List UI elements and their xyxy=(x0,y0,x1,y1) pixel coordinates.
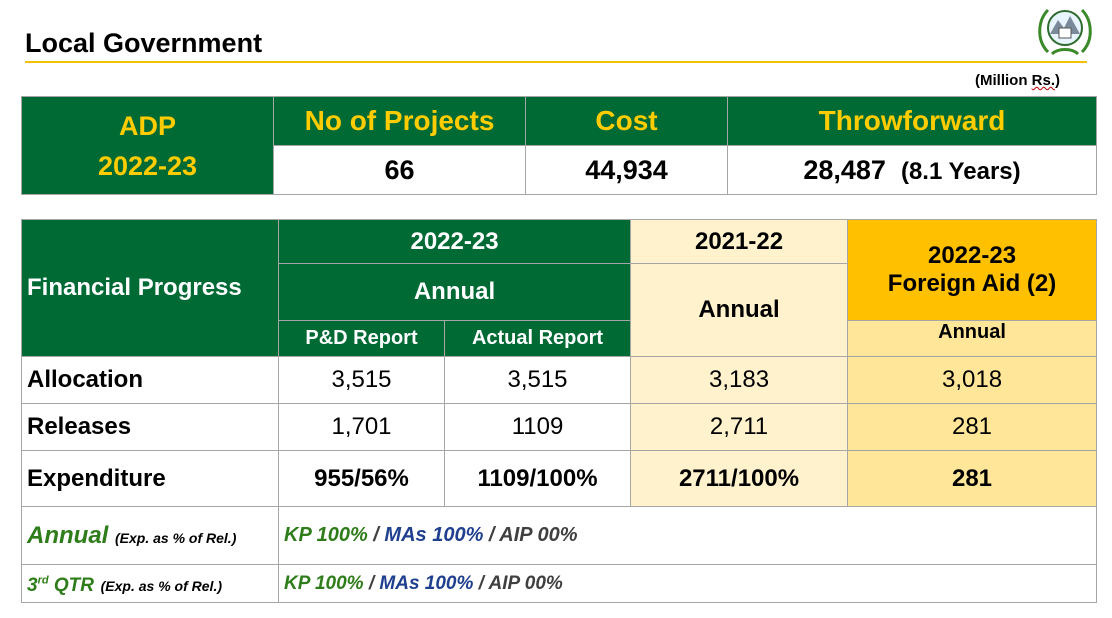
quarter-row: 3rd QTR (Exp. as % of Rel.) KP 100% / MA… xyxy=(21,564,1098,603)
foreign-annual-header: Annual xyxy=(847,320,1098,357)
page-title: Local Government xyxy=(25,28,263,58)
pd-value: 955/56% xyxy=(278,450,445,507)
annual-row: Annual (Exp. as % of Rel.) KP 100% / MAs… xyxy=(21,506,1098,565)
actual-report-header: Actual Report xyxy=(443,320,632,357)
table-row: Expenditure 955/56% 1109/100% 2711/100% … xyxy=(21,450,1098,507)
throwforward-header: Throwforward xyxy=(727,96,1097,146)
units-word: Rs. xyxy=(1031,72,1055,89)
units-close: ) xyxy=(1055,72,1060,89)
units-open: (Million xyxy=(975,72,1032,89)
pd-report-header: P&D Report xyxy=(278,320,445,357)
table-row: Releases 1,701 1109 2,711 281 xyxy=(21,403,1098,451)
foreign-aid-label: Foreign Aid (2) xyxy=(887,270,1057,297)
quarter-suffix: rd xyxy=(37,574,49,587)
aip-annual: AIP 00% xyxy=(499,524,578,546)
financial-progress-table: Financial Progress 2022-23 2021-22 2022-… xyxy=(21,219,1098,603)
annual-note: (Exp. as % of Rel.) xyxy=(115,529,237,546)
adp-label: ADP xyxy=(118,110,176,141)
quarter-summary: KP 100% / MAs 100% / AIP 00% xyxy=(277,564,1098,603)
annual-label-cell: Annual (Exp. as % of Rel.) xyxy=(21,506,279,565)
adp-cell: ADP 2022-23 xyxy=(21,96,274,195)
prev-year-value: 3,183 xyxy=(630,356,849,404)
actual-value: 1109/100% xyxy=(443,450,632,507)
annual-sep-2: / xyxy=(483,524,500,546)
prev-year-value: 2711/100% xyxy=(630,450,849,507)
adp-year: 2022-23 xyxy=(97,150,198,181)
actual-value: 1109 xyxy=(443,403,632,451)
cost-header: Cost xyxy=(525,96,728,146)
foreign-aid-year: 2022-23 xyxy=(927,242,1017,269)
quarter-note: (Exp. as % of Rel.) xyxy=(100,577,222,594)
year-2022-header: 2022-23 xyxy=(277,219,632,264)
provincial-emblem-icon xyxy=(1038,8,1092,56)
foreign-aid-value: 281 xyxy=(847,450,1098,507)
pd-value: 3,515 xyxy=(278,356,445,404)
kp-annual: KP 100% xyxy=(284,524,368,546)
row-label: Allocation xyxy=(21,356,279,404)
pd-value: 1,701 xyxy=(278,403,445,451)
units-note: (Million Rs.) xyxy=(975,72,1060,89)
mas-quarter: MAs 100% xyxy=(379,572,474,594)
annual-label: Annual xyxy=(27,521,109,549)
kp-quarter: KP 100% xyxy=(284,572,364,594)
title-underline xyxy=(25,61,1087,63)
actual-value: 3,515 xyxy=(443,356,632,404)
throwforward-value: 28,487 xyxy=(803,154,886,185)
annual-summary: KP 100% / MAs 100% / AIP 00% xyxy=(277,506,1098,565)
annual-2022-header: Annual xyxy=(277,263,632,321)
annual-2021-header: Annual xyxy=(630,263,849,357)
quarter-label-cell: 3rd QTR (Exp. as % of Rel.) xyxy=(21,564,279,603)
quarter-text: QTR xyxy=(48,574,94,596)
year-2021-header: 2021-22 xyxy=(630,219,849,264)
foreign-aid-header: 2022-23 Foreign Aid (2) xyxy=(847,219,1098,321)
annual-sep-1: / xyxy=(367,524,385,546)
row-label: Releases xyxy=(21,403,279,451)
row-label: Expenditure xyxy=(21,450,279,507)
table-row: Allocation 3,515 3,515 3,183 3,018 xyxy=(21,356,1098,404)
quarter-sep-2: / xyxy=(473,572,489,594)
projects-value: 66 xyxy=(273,145,526,195)
financial-progress-header: Financial Progress xyxy=(21,219,279,357)
mas-annual: MAs 100% xyxy=(384,524,484,546)
prev-year-value: 2,711 xyxy=(630,403,849,451)
throwforward-cell: 28,487 (8.1 Years) xyxy=(727,145,1097,195)
quarter-label: 3rd QTR xyxy=(27,574,94,596)
adp-summary-table: ADP 2022-23 No of Projects Cost Throwfor… xyxy=(21,96,1097,195)
aip-quarter: AIP 00% xyxy=(488,572,563,594)
throwforward-years: (8.1 Years) xyxy=(900,157,1021,185)
foreign-aid-value: 281 xyxy=(847,403,1098,451)
quarter-sep-1: / xyxy=(363,572,380,594)
cost-value: 44,934 xyxy=(525,145,728,195)
projects-header: No of Projects xyxy=(273,96,526,146)
foreign-aid-value: 3,018 xyxy=(847,356,1098,404)
quarter-num: 3 xyxy=(27,574,38,596)
